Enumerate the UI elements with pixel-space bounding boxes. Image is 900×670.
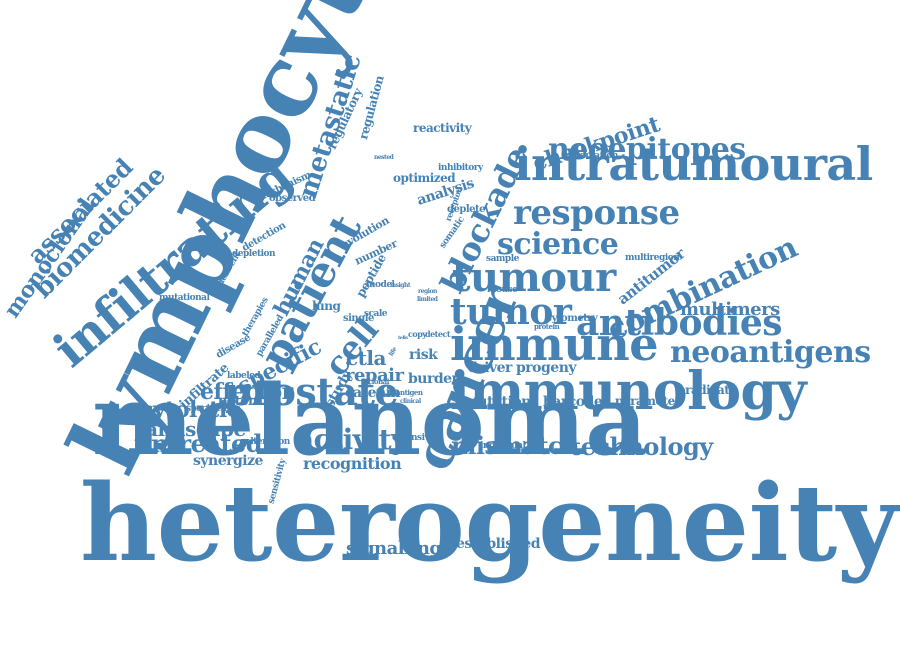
word-deplete: deplete bbox=[447, 203, 486, 215]
word-labeled: labeled bbox=[227, 371, 261, 382]
word-melanoma: melanoma bbox=[92, 364, 647, 478]
word-established: established bbox=[456, 536, 541, 553]
word-mismatch: mismatch bbox=[451, 430, 580, 460]
word-response: response bbox=[513, 193, 680, 234]
word-antigen: antigen bbox=[396, 388, 423, 398]
word-tumor: tumor bbox=[450, 291, 572, 334]
word-tells: tells bbox=[398, 334, 408, 341]
word-clinical: clinical bbox=[400, 397, 421, 405]
word-untreated: untreated bbox=[134, 428, 263, 458]
word-multimers: multimers bbox=[680, 298, 780, 320]
word-immune: immune bbox=[450, 316, 658, 371]
word-detect: detect bbox=[425, 329, 451, 340]
word-intratumoural: intratumoural bbox=[514, 136, 873, 191]
word-insight: insight bbox=[390, 281, 411, 289]
word-driver: driver bbox=[468, 360, 512, 377]
word-synergize: synergize bbox=[193, 453, 263, 470]
word-ctla: ctla bbox=[346, 346, 386, 370]
word-sample: sample bbox=[486, 254, 519, 265]
word-landscape: landscape bbox=[138, 417, 246, 441]
word-prostate: prostate bbox=[225, 368, 399, 414]
word-copy: copy bbox=[408, 329, 427, 340]
word-barcodes: barcodes bbox=[543, 394, 610, 411]
word-region: region bbox=[418, 287, 437, 295]
word-model: model bbox=[366, 280, 395, 291]
word-protein: protein bbox=[534, 322, 560, 332]
word-depletion: depletion bbox=[232, 249, 276, 260]
word-recognition: recognition bbox=[303, 454, 402, 474]
word-potential: potential bbox=[218, 393, 280, 409]
word-life: life bbox=[387, 346, 399, 358]
word-cytolytic: cytolytic bbox=[140, 397, 240, 424]
word-signalling: signalling bbox=[346, 537, 442, 559]
word-specificities: specificities bbox=[186, 404, 241, 415]
word-multiregion: multiregion bbox=[625, 253, 680, 264]
word-individual: individual bbox=[480, 441, 526, 452]
word-progeny: progeny bbox=[516, 360, 577, 377]
word-repair: repair bbox=[345, 364, 404, 386]
word-effector: effector bbox=[200, 379, 293, 406]
word-science: science bbox=[497, 226, 619, 262]
word-scale: scale bbox=[364, 309, 388, 320]
word-regulation: regulation bbox=[356, 74, 387, 141]
word-catenin: catenin bbox=[345, 385, 401, 402]
word-heterogeneity: heterogeneity bbox=[80, 459, 898, 585]
word-neoepitopes: neoepitopes bbox=[548, 131, 746, 167]
word-reactivity: reactivity bbox=[413, 120, 472, 135]
word-cytometry: cytometry bbox=[546, 312, 598, 324]
word-eradicate: eradicate bbox=[678, 382, 737, 397]
word-observed: observed bbox=[269, 192, 316, 204]
word-optimized: optimized bbox=[393, 170, 456, 185]
word-modulation: modulation bbox=[565, 151, 618, 162]
word-activity: activity bbox=[296, 423, 407, 457]
word-inhibitory: inhibitory bbox=[438, 163, 483, 174]
word-lung: lung bbox=[312, 298, 341, 313]
word-single: single bbox=[343, 312, 374, 324]
word-alteration: alteration bbox=[245, 437, 290, 448]
word-nested: nested bbox=[374, 153, 394, 161]
word-mouse: mouse bbox=[487, 285, 518, 296]
word-technology: technology bbox=[570, 431, 713, 461]
word-mutational: mutational bbox=[159, 293, 210, 304]
word-antibodies: antibodies bbox=[576, 302, 783, 345]
word-mutation: mutation bbox=[463, 394, 531, 411]
word-tumour: tumour bbox=[452, 254, 616, 301]
word-immunology: immunology bbox=[450, 360, 807, 422]
word-clonal: clonal bbox=[368, 377, 389, 387]
word-parameter: parameter bbox=[615, 393, 681, 408]
word-burden: burden bbox=[408, 371, 462, 388]
word-extensive: extensive bbox=[392, 433, 435, 444]
word-neoantigens: neoantigens bbox=[670, 334, 871, 370]
word-risk: risk bbox=[409, 347, 438, 364]
word-limited: limited bbox=[417, 295, 438, 303]
